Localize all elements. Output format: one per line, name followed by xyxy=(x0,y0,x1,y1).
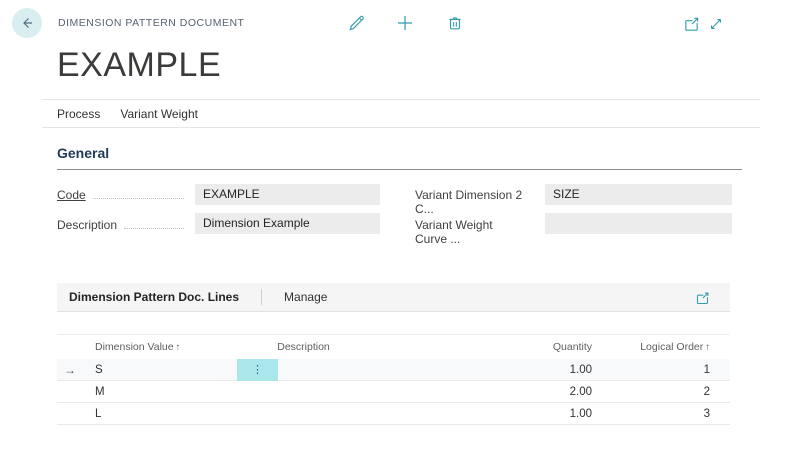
cell-logical-order[interactable]: 1 xyxy=(600,364,730,376)
doc-lines-grid: Dimension Value↑ Description Quantity Lo… xyxy=(57,334,730,425)
description-field-label: Description xyxy=(57,218,190,232)
variant-dimension-2-field xyxy=(545,184,732,205)
delete-button[interactable] xyxy=(443,11,467,35)
plus-icon xyxy=(395,13,415,33)
cell-quantity[interactable]: 2.00 xyxy=(370,386,600,398)
active-row-indicator-icon: → xyxy=(57,363,91,377)
variant-dimension-2-input[interactable] xyxy=(545,184,732,205)
part-title: Dimension Pattern Doc. Lines xyxy=(69,290,239,304)
pop-out-icon xyxy=(683,16,700,33)
page-title: EXAMPLE xyxy=(57,46,221,85)
column-header-quantity[interactable]: Quantity xyxy=(370,341,600,353)
menu-item-variant-weight[interactable]: Variant Weight xyxy=(120,107,198,121)
part-header: Dimension Pattern Doc. Lines Manage xyxy=(57,283,730,312)
table-row: M 2.00 2 xyxy=(57,381,730,403)
dimension-pattern-document-page: DIMENSION PATTERN DOCUMENT EXAMPLE Proce… xyxy=(0,0,800,476)
description-input[interactable] xyxy=(195,213,380,234)
code-field xyxy=(195,184,380,205)
general-section-title: General xyxy=(57,145,109,161)
variant-weight-curve-label-text: Variant Weight Curve ... xyxy=(415,218,527,246)
code-label-text[interactable]: Code xyxy=(57,188,86,202)
resize-window-button[interactable] xyxy=(705,13,727,35)
cell-description[interactable] xyxy=(237,403,370,425)
cell-logical-order[interactable]: 3 xyxy=(600,408,730,420)
arrow-left-icon xyxy=(19,15,35,31)
code-field-label: Code xyxy=(57,188,190,202)
edit-button[interactable] xyxy=(344,11,368,35)
sort-ascending-icon: ↑ xyxy=(705,342,710,353)
table-row: L 1.00 3 xyxy=(57,403,730,425)
variant-weight-curve-input[interactable] xyxy=(545,213,732,234)
description-field xyxy=(195,213,380,234)
table-row: → S ⋮ 1.00 1 xyxy=(57,359,730,381)
more-options-button[interactable]: ⋮ xyxy=(237,359,278,381)
cell-dimension-value[interactable]: M xyxy=(91,386,237,398)
pop-out-icon xyxy=(695,291,710,306)
cell-dimension-value[interactable]: L xyxy=(91,408,237,420)
cell-dimension-value[interactable]: S xyxy=(91,364,237,376)
general-section-header[interactable]: General xyxy=(57,145,742,170)
dotted-leader xyxy=(124,228,184,229)
menu-item-process[interactable]: Process xyxy=(57,107,100,121)
dotted-leader xyxy=(93,198,184,199)
sort-ascending-icon: ↑ xyxy=(176,342,181,353)
variant-weight-curve-field xyxy=(545,213,732,234)
variant-weight-curve-field-label: Variant Weight Curve ... xyxy=(415,218,540,246)
grid-header-row: Dimension Value↑ Description Quantity Lo… xyxy=(57,335,730,359)
column-header-dimension-value[interactable]: Dimension Value↑ xyxy=(91,341,237,353)
cell-quantity[interactable]: 1.00 xyxy=(370,408,600,420)
open-in-window-button[interactable] xyxy=(680,13,702,35)
diagonal-arrows-icon xyxy=(708,16,724,32)
dimension-pattern-doc-lines-part: Dimension Pattern Doc. Lines Manage Dime… xyxy=(57,283,730,425)
divider xyxy=(261,289,262,305)
action-menu-bar: Process Variant Weight xyxy=(42,99,760,128)
new-button[interactable] xyxy=(393,11,417,35)
cell-logical-order[interactable]: 2 xyxy=(600,386,730,398)
cell-description[interactable]: ⋮ xyxy=(237,359,370,381)
trash-icon xyxy=(446,14,464,32)
back-button[interactable] xyxy=(12,8,42,38)
description-label-text: Description xyxy=(57,218,117,232)
variant-dimension-2-field-label: Variant Dimension 2 C... xyxy=(415,188,540,216)
part-menu-item-manage[interactable]: Manage xyxy=(284,290,327,304)
pencil-icon xyxy=(347,14,366,33)
column-header-description[interactable]: Description xyxy=(237,341,370,353)
cell-quantity[interactable]: 1.00 xyxy=(370,364,600,376)
column-header-logical-order[interactable]: Logical Order↑ xyxy=(600,341,730,353)
code-input[interactable] xyxy=(195,184,380,205)
part-popout-button[interactable] xyxy=(692,288,712,308)
cell-description[interactable] xyxy=(237,381,370,403)
variant-dimension-2-label-text: Variant Dimension 2 C... xyxy=(415,188,527,216)
page-caption: DIMENSION PATTERN DOCUMENT xyxy=(58,17,244,29)
